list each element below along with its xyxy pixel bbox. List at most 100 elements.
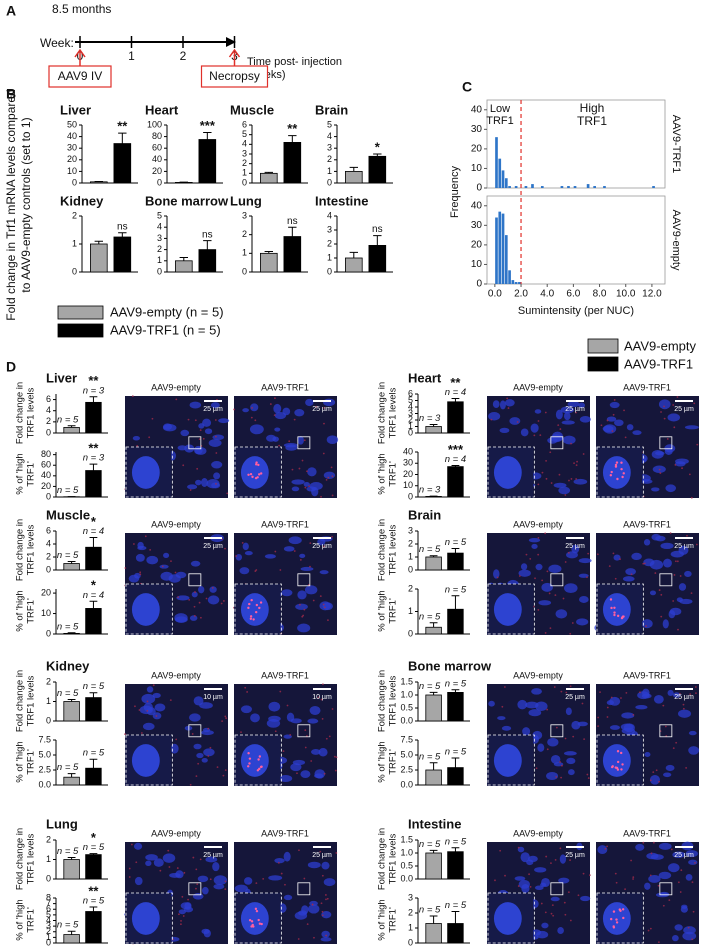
nucleus [597, 845, 608, 855]
signal-dot [189, 489, 192, 491]
signal-dot [615, 881, 618, 884]
inset-dot [621, 763, 624, 766]
signal-dot [317, 696, 320, 699]
bar [368, 244, 387, 273]
signal-dot [544, 911, 547, 914]
nucleus [565, 707, 572, 716]
inset-nucleus [493, 744, 522, 777]
inset-dot [255, 909, 259, 913]
error-bar [373, 153, 382, 157]
histogram-bar [540, 186, 544, 188]
nucleus [318, 748, 328, 757]
bar [63, 776, 80, 786]
nucleus [250, 713, 260, 723]
nucleus [641, 693, 652, 699]
signal-dot [183, 871, 186, 874]
bar [85, 767, 102, 786]
signal-dot [632, 714, 635, 716]
bar [447, 923, 464, 944]
nucleus [658, 871, 672, 880]
nucleus [152, 692, 161, 699]
y-tick-label: 1 [157, 255, 162, 265]
inset-dot [252, 925, 255, 928]
y-tick-label: 1 [408, 421, 413, 431]
significance: * [91, 578, 97, 593]
signal-dot [517, 846, 520, 849]
signal-dot [193, 605, 196, 608]
signal-dot [192, 856, 195, 859]
image-label: AAV9-TRF1 [623, 828, 671, 838]
signal-dot [643, 562, 646, 565]
micrograph [124, 684, 228, 786]
nucleus [146, 555, 159, 565]
signal-dot [148, 436, 151, 439]
signal-dot [569, 919, 572, 922]
y-tick-label: 2 [46, 926, 51, 936]
signal-dot [168, 866, 171, 868]
signal-dot [309, 565, 311, 568]
error-bar [203, 132, 212, 140]
signal-dot [235, 555, 238, 557]
nucleus [613, 554, 621, 561]
signal-dot [560, 690, 563, 693]
nucleus [239, 567, 250, 575]
signal-dot [669, 532, 672, 535]
inset-nucleus [240, 593, 269, 626]
inset-dot [259, 765, 263, 769]
signal-dot [546, 570, 549, 573]
signal-dot [564, 561, 567, 563]
y-tick-label: 2 [408, 538, 413, 548]
error-bar [451, 911, 460, 924]
week-label: Week: [40, 36, 74, 50]
signal-dot [606, 706, 609, 709]
signal-dot [224, 547, 226, 550]
nucleus [139, 705, 153, 715]
signal-dot [654, 572, 657, 574]
nucleus [244, 877, 253, 885]
inset-dot [613, 606, 616, 609]
error-bar [373, 235, 382, 246]
signal-dot [327, 476, 330, 479]
nucleus [134, 876, 143, 886]
y-tick-label: 3 [408, 892, 413, 902]
inset-dot [610, 917, 613, 921]
inset-dot [620, 616, 624, 620]
nucleus [563, 751, 577, 756]
nucleus [678, 583, 687, 591]
legend-label: AAV9-empty (n = 5) [110, 304, 224, 319]
error-bar [429, 762, 438, 770]
image-label: AAV9-empty [513, 382, 563, 392]
nucleus [321, 930, 330, 938]
bar [259, 252, 278, 273]
signal-dot [679, 891, 682, 893]
n-label: n = 5 [419, 751, 441, 762]
y-axis-title: TRF1 levels [388, 675, 399, 726]
signal-dot [529, 885, 532, 888]
nucleus [567, 401, 580, 408]
signal-dot [494, 879, 496, 882]
y-tick-label: 50 [67, 119, 77, 129]
n-label: n = 5 [419, 905, 441, 916]
histogram-bar [560, 186, 564, 188]
y-tick-label: 1 [46, 854, 51, 864]
histogram-bar [511, 280, 515, 284]
inset-frame [234, 583, 282, 635]
nucleus [307, 718, 319, 724]
signal-dot [323, 545, 325, 548]
nucleus [555, 609, 568, 619]
signal-dot [328, 735, 331, 738]
nucleus [528, 538, 541, 543]
signal-dot [582, 872, 585, 875]
signal-dot [224, 715, 227, 718]
nucleus [162, 853, 176, 863]
y-axis-title: % of 'high [377, 899, 388, 940]
signal-dot [504, 874, 506, 877]
inset-nucleus [602, 456, 631, 489]
significance: ** [88, 373, 99, 388]
y-axis-title: Fold change in [377, 519, 388, 581]
error-bar [451, 548, 460, 554]
y-tick-label: 10 [67, 166, 77, 176]
signal-dot [225, 717, 228, 720]
nucleus [323, 471, 336, 480]
legend-swatch [57, 305, 104, 320]
